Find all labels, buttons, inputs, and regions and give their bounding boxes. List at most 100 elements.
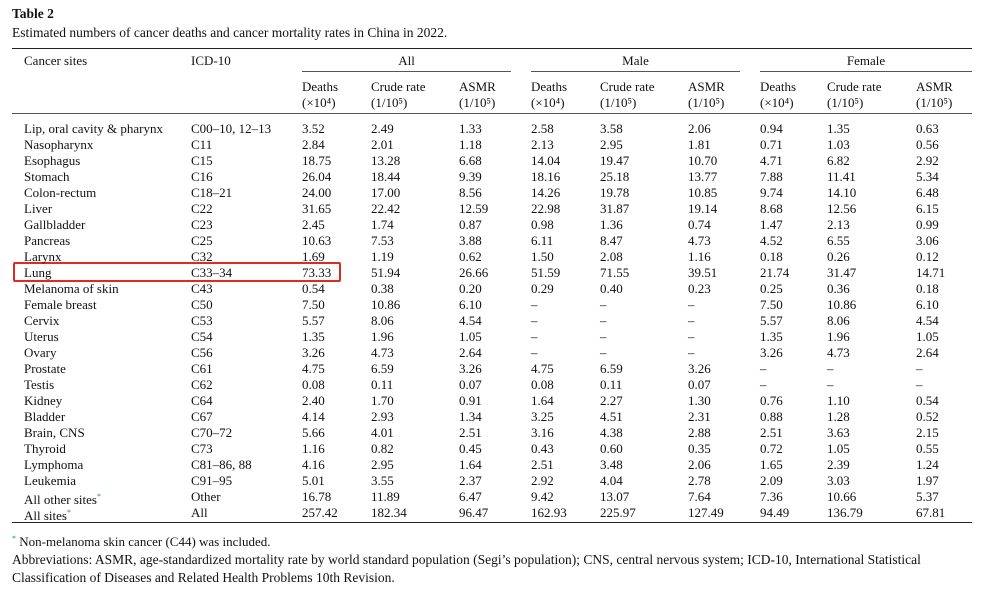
- cell-text: 4.73: [371, 345, 394, 360]
- cell: 39.51: [688, 265, 717, 281]
- cell-text: 10.85: [688, 185, 718, 200]
- cell: –: [531, 297, 538, 313]
- cell-text: 3.26: [459, 361, 482, 376]
- cell-text: 10.86: [371, 297, 401, 312]
- cell-text: C91–95: [191, 473, 233, 488]
- cell-text: 14.04: [531, 153, 561, 168]
- cell-text: 4.54: [459, 313, 482, 328]
- cell-text: 1.05: [459, 329, 482, 344]
- cell: C15: [191, 153, 213, 169]
- cell: 2.45: [302, 217, 325, 233]
- row-label: All other sites*: [24, 489, 101, 508]
- cell: 2.51: [459, 425, 482, 441]
- cell: 2.09: [760, 473, 783, 489]
- abbreviations: Abbreviations: ASMR, age-standardized mo…: [12, 552, 921, 585]
- cell-text: 4.38: [600, 425, 623, 440]
- cell-text: 1.64: [459, 457, 482, 472]
- cell: 2.64: [916, 345, 939, 361]
- cell-text: Female breast: [24, 297, 97, 312]
- cell: 2.27: [600, 393, 623, 409]
- subheader-unit: (×10⁴): [760, 95, 794, 110]
- cell: 3.58: [600, 121, 623, 137]
- cell: 3.26: [459, 361, 482, 377]
- cell: 8.56: [459, 185, 482, 201]
- cell-text: C50: [191, 297, 213, 312]
- cell-text: 17.00: [371, 185, 401, 200]
- cell-text: 7.36: [760, 489, 783, 504]
- cell: 7.64: [688, 489, 711, 505]
- cell-text: 2.78: [688, 473, 711, 488]
- cell-text: C70–72: [191, 425, 233, 440]
- cell-text: 31.65: [302, 201, 332, 216]
- cell: 4.73: [371, 345, 394, 361]
- cell: 4.04: [600, 473, 623, 489]
- cell: 6.48: [916, 185, 939, 201]
- cell: 7.50: [760, 297, 783, 313]
- cell: 19.78: [600, 185, 629, 201]
- cell: 0.71: [760, 137, 783, 153]
- cell-text: 12.56: [827, 201, 857, 216]
- cell-text: All sites: [24, 508, 67, 523]
- footnote-marker: *: [12, 534, 16, 543]
- cell-text: 1.96: [827, 329, 850, 344]
- cell: 1.50: [531, 249, 554, 265]
- row-label: Larynx: [24, 249, 62, 265]
- cell: 10.70: [688, 153, 717, 169]
- cell-text: 0.52: [916, 409, 939, 424]
- cell-text: 0.07: [688, 377, 711, 392]
- cell: 3.48: [600, 457, 623, 473]
- cell: 1.35: [760, 329, 783, 345]
- cell-text: C43: [191, 281, 213, 296]
- cell-text: –: [760, 361, 767, 376]
- cell-text: C32: [191, 249, 213, 264]
- cell: 10.86: [827, 297, 856, 313]
- cell: 0.07: [688, 377, 711, 393]
- cell: –: [688, 297, 695, 313]
- cell-text: 4.16: [302, 457, 325, 472]
- cell-text: 0.54: [916, 393, 939, 408]
- cell-text: 3.52: [302, 121, 325, 136]
- footnote: * Non-melanoma skin cancer (C44) was inc…: [12, 531, 271, 550]
- cell-text: 3.88: [459, 233, 482, 248]
- cell-text: 2.92: [916, 153, 939, 168]
- cell-text: 4.52: [760, 233, 783, 248]
- subheader-name: ASMR: [688, 79, 725, 94]
- cell-text: 1.69: [302, 249, 325, 264]
- row-label: Bladder: [24, 409, 65, 425]
- row-label: Lung: [24, 265, 51, 281]
- cell-text: All other sites: [24, 492, 97, 507]
- cell-text: Liver: [24, 201, 53, 216]
- cell-text: Nasopharynx: [24, 137, 94, 152]
- cell-text: 2.95: [371, 457, 394, 472]
- cell-text: 2.58: [531, 121, 554, 136]
- cell-text: 1.74: [371, 217, 394, 232]
- cell-text: C61: [191, 361, 213, 376]
- cell-text: 18.44: [371, 169, 401, 184]
- cell: 25.18: [600, 169, 629, 185]
- cell-text: 51.94: [371, 265, 401, 280]
- cell-text: Lip, oral cavity & pharynx: [24, 121, 163, 136]
- cell-text: 31.87: [600, 201, 630, 216]
- cell: 3.55: [371, 473, 394, 489]
- cell: 2.84: [302, 137, 325, 153]
- cell: 5.34: [916, 169, 939, 185]
- cell-text: –: [600, 297, 607, 312]
- cell: 11.41: [827, 169, 856, 185]
- cell-text: 4.54: [916, 313, 939, 328]
- cell-text: 6.59: [600, 361, 623, 376]
- cell: 127.49: [688, 505, 724, 521]
- cell-text: 0.35: [688, 441, 711, 456]
- cell-text: 2.92: [531, 473, 554, 488]
- cell: 12.56: [827, 201, 856, 217]
- cell: 0.35: [688, 441, 711, 457]
- cell-text: –: [688, 345, 695, 360]
- cell-text: Larynx: [24, 249, 62, 264]
- table-title: Estimated numbers of cancer deaths and c…: [12, 25, 448, 40]
- cell-text: 22.98: [531, 201, 561, 216]
- cell: 2.15: [916, 425, 939, 441]
- cell: 1.47: [760, 217, 783, 233]
- cell-text: C62: [191, 377, 213, 392]
- cell-text: All: [191, 505, 208, 520]
- cell: 18.16: [531, 169, 560, 185]
- cell: 1.18: [459, 137, 482, 153]
